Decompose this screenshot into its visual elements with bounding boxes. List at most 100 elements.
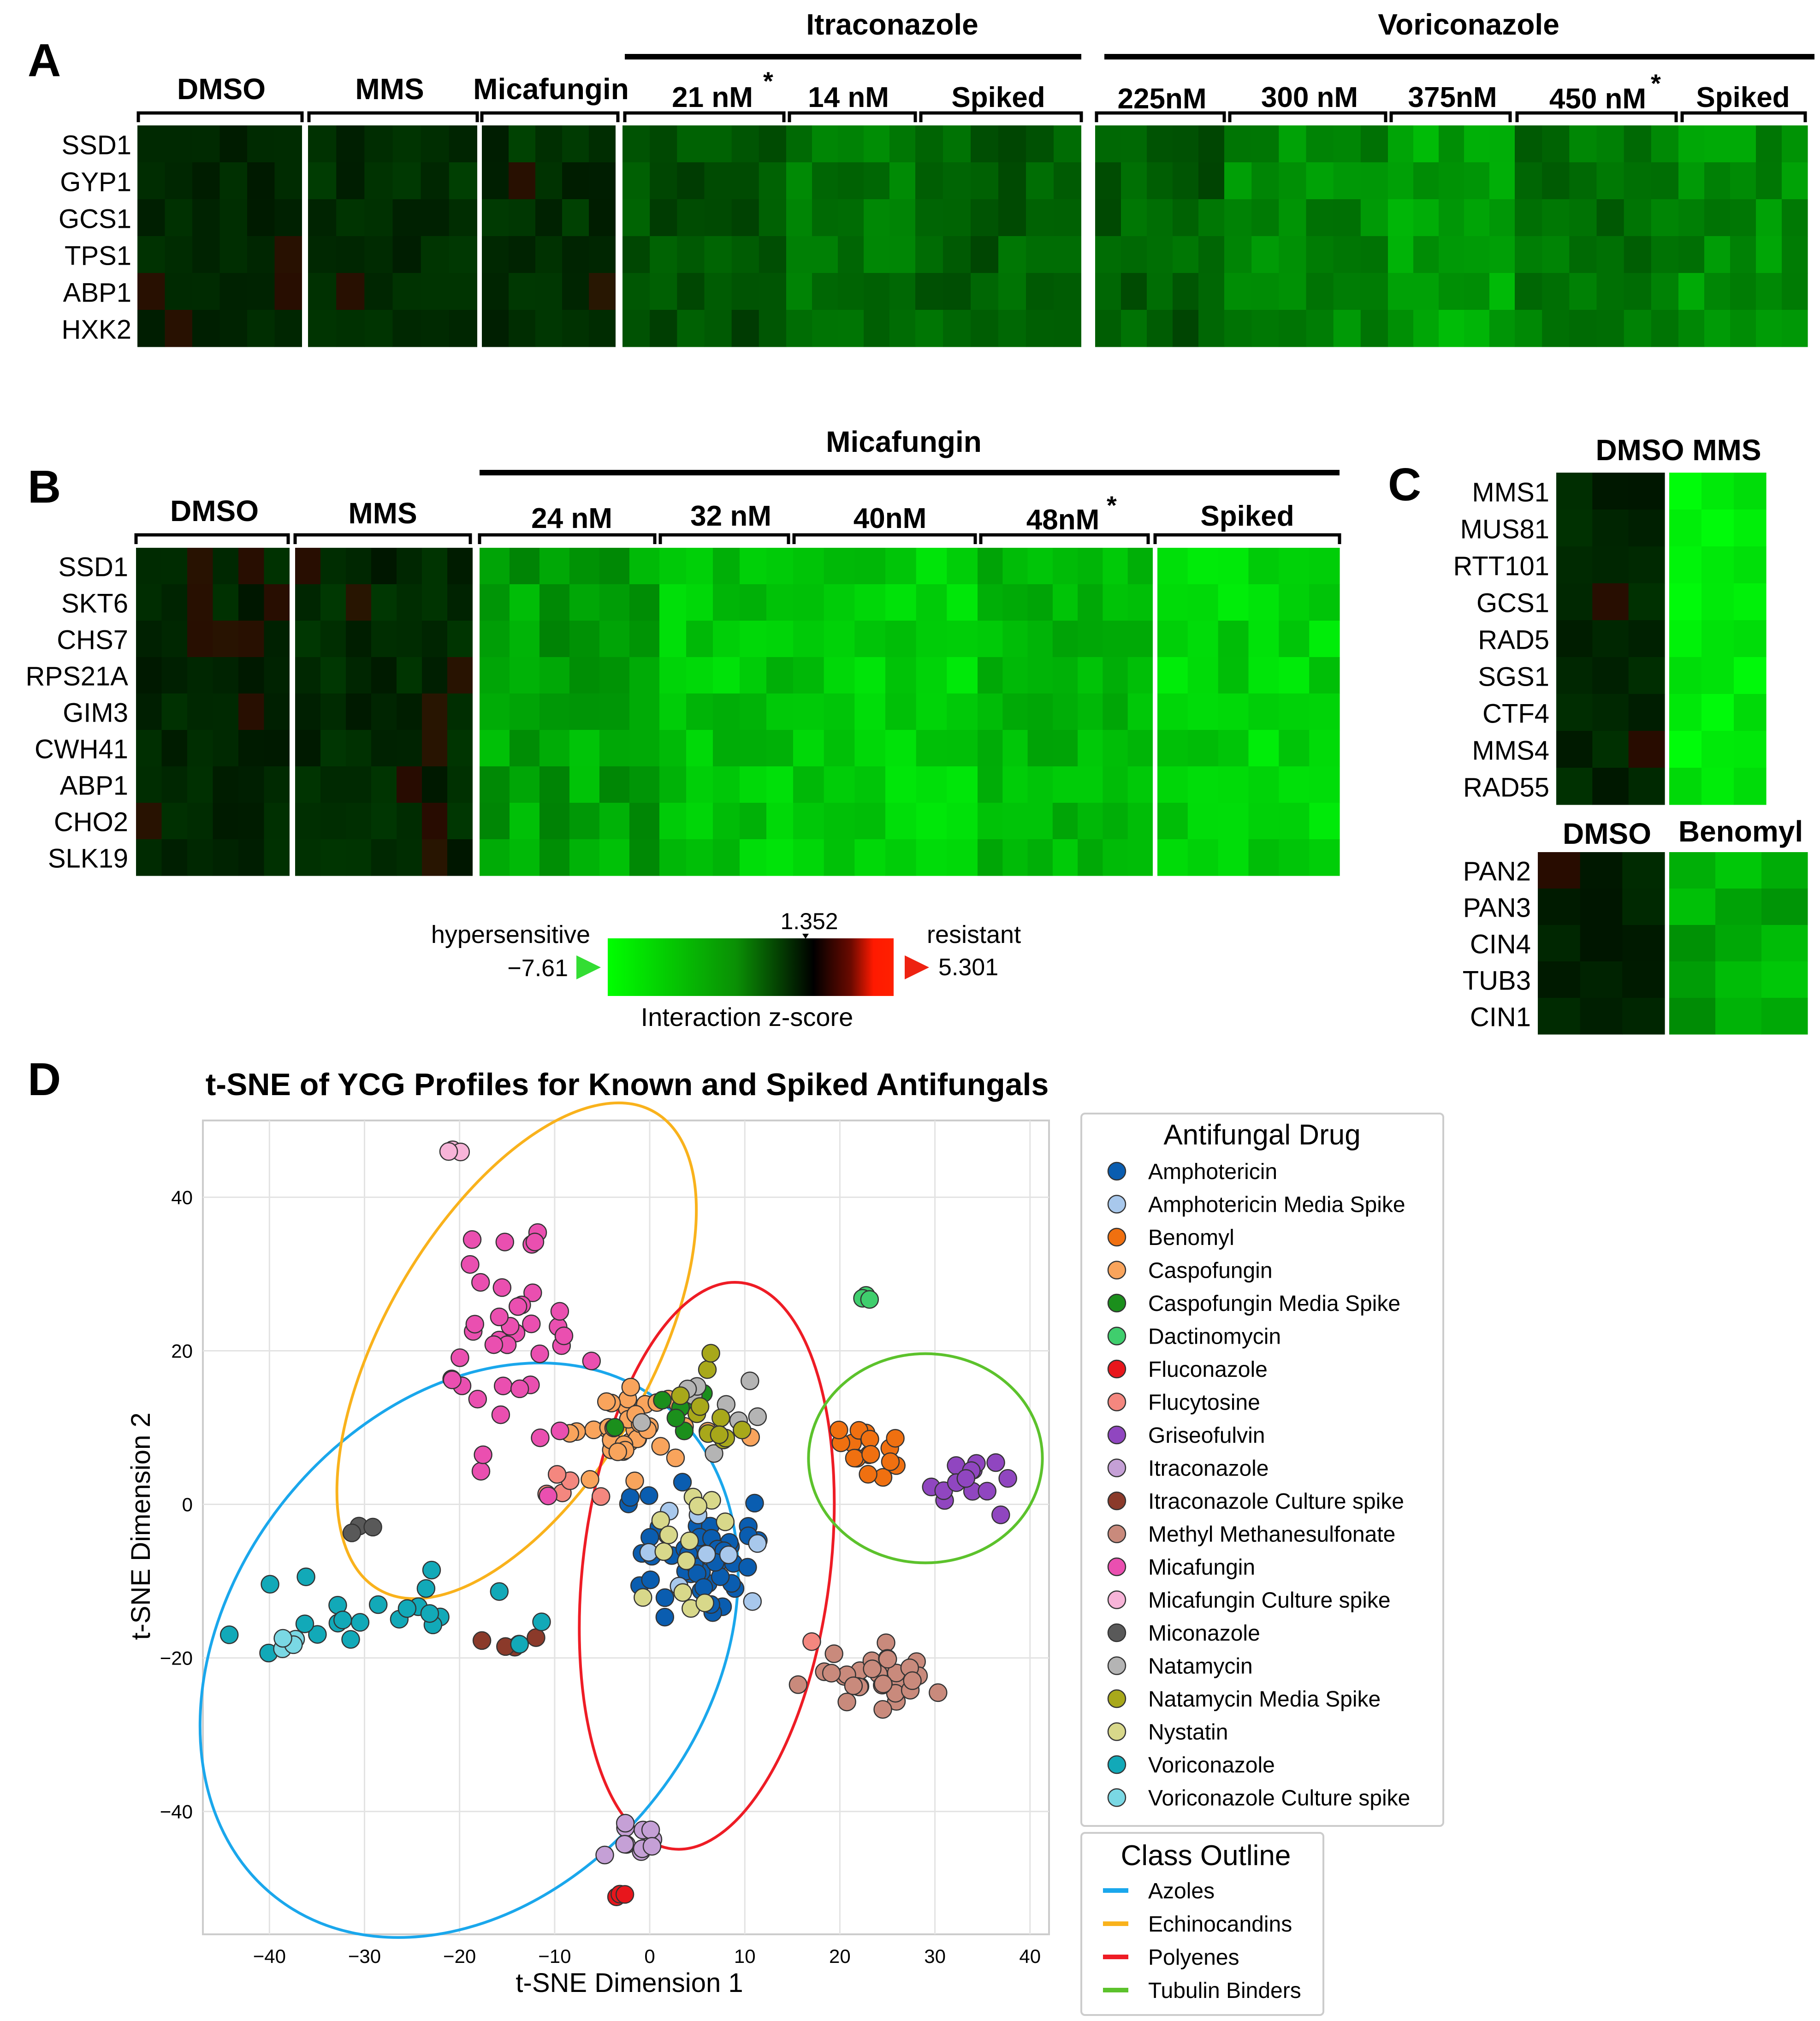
heatmap-cell [622, 199, 650, 237]
heatmap-cell [1279, 621, 1310, 658]
heatmap-cell [219, 125, 248, 163]
heatmap-cell [1002, 803, 1028, 840]
colorbar-gradient [608, 938, 894, 996]
heatmap-cell [1628, 546, 1665, 584]
heatmap-cell [1026, 310, 1054, 347]
heatmap-cell [421, 310, 450, 347]
heatmap-cell [629, 730, 660, 767]
heatmap-cell [421, 162, 450, 200]
heatmap-cell [1556, 768, 1593, 805]
scatter-point [711, 1408, 730, 1428]
heatmap-cell [1198, 162, 1225, 200]
heatmap-cell [947, 621, 978, 658]
heatmap-cell [1489, 310, 1515, 347]
panel-d: D t-SNE of YCG Profiles for Known and Sp… [28, 1054, 1444, 2016]
scatter-point [532, 1612, 551, 1631]
heatmap-cell [1026, 273, 1054, 310]
heatmap-cell [1173, 199, 1199, 237]
heatmap-cell [686, 548, 713, 585]
heatmap-cell [371, 548, 397, 585]
scatter-point [877, 1633, 895, 1652]
heatmap-cell [562, 199, 589, 237]
heatmap-cell [1782, 199, 1808, 237]
heatmap-cell [766, 657, 794, 694]
gene-label: RAD5 [1478, 625, 1549, 655]
heatmap-cell [971, 236, 999, 273]
plot-area [202, 1120, 1050, 1935]
y-axis-label: t-SNE Dimension 2 [126, 1412, 156, 1640]
heatmap-cell [786, 236, 812, 273]
heatmap-cell [1464, 125, 1490, 163]
heatmap-cell [1052, 803, 1078, 840]
scatter-point [673, 1583, 692, 1602]
scatter-point [741, 1371, 759, 1390]
heatmap-cell [1628, 694, 1665, 731]
scatter-point [903, 1671, 922, 1690]
heatmap-cell [864, 273, 890, 310]
heatmap-cell [915, 162, 943, 200]
scatter-point [698, 1360, 717, 1379]
heatmap-cell [889, 310, 916, 347]
heatmap-cell [793, 803, 824, 840]
heatmap-cell [1730, 162, 1756, 200]
scatter-point [493, 1376, 513, 1395]
heatmap-cell [824, 803, 855, 840]
heatmap-cell [1078, 548, 1103, 585]
heatmap-cell [1628, 657, 1665, 694]
heatmap-cell [1279, 125, 1307, 163]
y-tick-label: −20 [160, 1648, 193, 1669]
drug-legend-title: Antifungal Drug [1163, 1119, 1360, 1151]
chart-title: t-SNE of YCG Profiles for Known and Spik… [206, 1067, 1049, 1102]
heatmap-cell [1669, 510, 1702, 547]
heatmap-cell [1542, 125, 1570, 163]
heatmap-cell [1624, 162, 1652, 200]
heatmap-cell [978, 621, 1003, 658]
panel-label-b: B [28, 461, 61, 513]
heatmap-cell [238, 693, 265, 730]
scatter-point [694, 1578, 713, 1597]
heatmap-cell [264, 730, 290, 767]
heatmap-cell [346, 548, 372, 585]
heatmap-cell [1782, 236, 1808, 273]
heatmap-cell [364, 162, 393, 200]
heatmap-cell [1026, 162, 1054, 200]
heatmap-cell [192, 273, 220, 310]
scatter-point [615, 1885, 634, 1904]
scatter-point [451, 1348, 469, 1367]
heatmap-cell [1556, 731, 1593, 768]
heatmap-cell [1388, 236, 1414, 273]
heatmap-cell [1078, 839, 1103, 876]
heatmap-cell [397, 584, 422, 621]
heatmap-cell [629, 693, 660, 730]
legend-marker [1107, 1425, 1126, 1445]
heatmap-cell [264, 584, 290, 621]
heatmap-cell [1103, 766, 1128, 803]
heatmap-cell [589, 162, 616, 200]
heatmap-cell [793, 548, 824, 585]
legend-marker [1107, 1491, 1126, 1511]
heatmap-gap [1153, 546, 1157, 878]
legend-label: Natamycin Media Spike [1148, 1687, 1381, 1712]
heatmap-cell [1224, 162, 1252, 200]
heatmap-cell [320, 730, 346, 767]
heatmap-cell [161, 548, 188, 585]
heatmap-cell [889, 273, 916, 310]
heatmap-cell [447, 730, 473, 767]
heatmap-cell [1360, 125, 1388, 163]
colorbar: hypersensitive resistant −7.61 5.301 1.3… [431, 908, 1021, 1031]
heatmap-cell [1157, 548, 1188, 585]
heatmap-cell [562, 273, 589, 310]
heatmap-cell [1756, 310, 1782, 347]
heatmap-cell [947, 657, 978, 694]
heatmap-cell [1624, 236, 1652, 273]
scatter-point [625, 1471, 644, 1490]
heatmap-cell [916, 730, 947, 767]
heatmap-cell [1218, 730, 1249, 767]
heatmap-cell [274, 162, 302, 200]
heatmap-cell [136, 730, 162, 767]
a-itra-star: * [763, 66, 773, 95]
heatmap-cell [1704, 310, 1731, 347]
gene-label: PAN3 [1463, 893, 1531, 923]
heatmap-cell [1622, 925, 1665, 962]
heatmap-cell [1002, 621, 1028, 658]
